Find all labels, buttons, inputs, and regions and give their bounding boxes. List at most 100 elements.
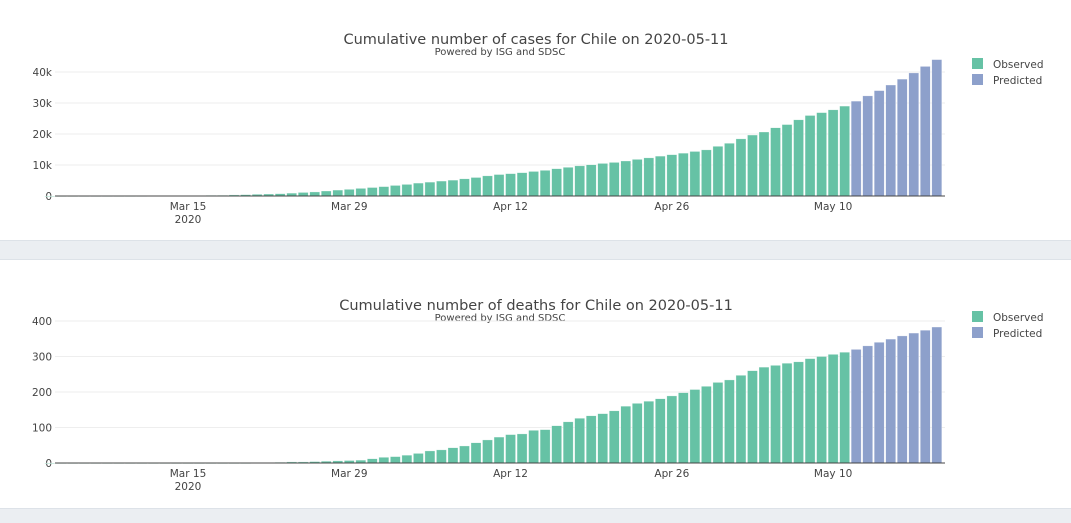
bar-observed — [390, 456, 401, 464]
bar-predicted — [896, 335, 908, 464]
bar-predicted — [885, 84, 896, 197]
bar-predicted — [850, 100, 862, 197]
bar-observed — [839, 351, 850, 464]
legend-label: Observed — [993, 59, 1044, 71]
y-tick-label: 0 — [45, 458, 52, 470]
bar-predicted — [920, 66, 931, 197]
bar-observed — [505, 173, 516, 197]
legend-label: Observed — [993, 312, 1044, 324]
bar-observed — [493, 174, 505, 197]
legend-item-predicted[interactable]: Predicted — [972, 74, 1042, 87]
bar-predicted — [908, 72, 920, 197]
x-tick-year: 2020 — [175, 481, 202, 493]
x-tick-label: Apr 26 — [654, 201, 689, 213]
bar-observed — [355, 188, 367, 197]
bar-observed — [297, 192, 309, 197]
bar-observed — [539, 429, 551, 464]
bar-observed — [632, 159, 643, 197]
bar-observed — [424, 450, 436, 464]
bar-observed — [562, 167, 574, 197]
bar-observed — [655, 155, 666, 197]
bar-observed — [758, 131, 770, 197]
bar-observed — [493, 436, 505, 464]
bar-predicted — [862, 95, 873, 197]
bar-observed — [309, 191, 320, 197]
bar-observed — [447, 179, 459, 197]
bar-observed — [436, 449, 447, 464]
bar-observed — [436, 180, 447, 197]
bar-observed — [378, 186, 390, 197]
bar-observed — [724, 379, 735, 464]
x-tick-label: May 10 — [814, 201, 852, 213]
chart-subtitle: Powered by ISG and SDSC — [435, 47, 566, 58]
legend-swatch — [972, 327, 983, 338]
deaths-chart: Cumulative number of deaths for Chile on… — [32, 298, 1044, 493]
bar-predicted — [862, 345, 873, 464]
bar-observed — [367, 187, 378, 197]
bar-observed — [551, 425, 562, 464]
y-tick-label: 30k — [33, 98, 53, 110]
bar-observed — [459, 445, 470, 464]
bar-observed — [470, 442, 482, 464]
bar-predicted — [931, 326, 943, 464]
bar-observed — [574, 165, 585, 197]
y-tick-label: 20k — [33, 129, 53, 141]
bar-observed — [770, 365, 781, 464]
bar-observed — [781, 124, 793, 197]
x-tick-label: Apr 12 — [493, 201, 528, 213]
cases-chart-card: Cumulative number of cases for Chile on … — [0, 0, 1071, 241]
bar-observed — [482, 439, 493, 464]
bar-observed — [793, 119, 804, 197]
bar-observed — [401, 184, 413, 197]
legend-swatch — [972, 58, 983, 69]
bar-observed — [781, 362, 793, 464]
bar-observed — [505, 434, 516, 464]
bar-observed — [632, 403, 643, 464]
bar-observed — [804, 358, 816, 464]
legend-item-observed[interactable]: Observed — [972, 311, 1044, 324]
bar-observed — [574, 418, 585, 464]
bar-observed — [413, 182, 424, 197]
bar-observed — [793, 361, 804, 464]
x-tick-label: Apr 26 — [654, 468, 689, 480]
x-tick-label: May 10 — [814, 468, 852, 480]
bar-observed — [747, 370, 758, 464]
bar-observed — [678, 392, 689, 464]
bar-observed — [597, 163, 608, 197]
x-tick-label: Mar 15 — [170, 201, 207, 213]
x-tick-label: Mar 29 — [331, 201, 368, 213]
bar-observed — [44, 195, 56, 197]
x-tick-year: 2020 — [175, 214, 202, 226]
x-tick-label: Mar 15 — [170, 468, 207, 480]
y-tick-label: 200 — [32, 387, 52, 399]
bar-observed — [539, 170, 551, 197]
bar-observed — [804, 115, 816, 197]
bar-observed — [608, 410, 620, 464]
bar-predicted — [850, 349, 862, 464]
bar-observed — [689, 389, 701, 464]
bar-observed — [678, 152, 689, 197]
legend-swatch — [972, 311, 983, 322]
y-tick-label: 10k — [33, 160, 53, 172]
bar-observed — [516, 172, 528, 197]
bar-observed — [816, 356, 827, 464]
cases-chart: Cumulative number of cases for Chile on … — [33, 32, 1044, 226]
legend-label: Predicted — [993, 328, 1042, 340]
bar-predicted — [873, 342, 885, 464]
deaths-chart-card: Cumulative number of deaths for Chile on… — [0, 259, 1071, 509]
bar-observed — [827, 354, 839, 464]
legend-label: Predicted — [993, 75, 1042, 87]
bar-observed — [827, 109, 839, 197]
bar-observed — [516, 433, 528, 464]
legend-item-predicted[interactable]: Predicted — [972, 327, 1042, 340]
bar-observed — [401, 454, 413, 464]
legend-swatch — [972, 74, 983, 85]
bar-observed — [378, 457, 390, 464]
legend-item-observed[interactable]: Observed — [972, 58, 1044, 71]
bar-observed — [528, 171, 539, 197]
bar-observed — [666, 395, 678, 464]
y-tick-label: 0 — [45, 191, 52, 203]
bar-predicted — [920, 329, 931, 464]
chart-title: Cumulative number of cases for Chile on … — [343, 32, 728, 48]
bar-observed — [747, 134, 758, 197]
